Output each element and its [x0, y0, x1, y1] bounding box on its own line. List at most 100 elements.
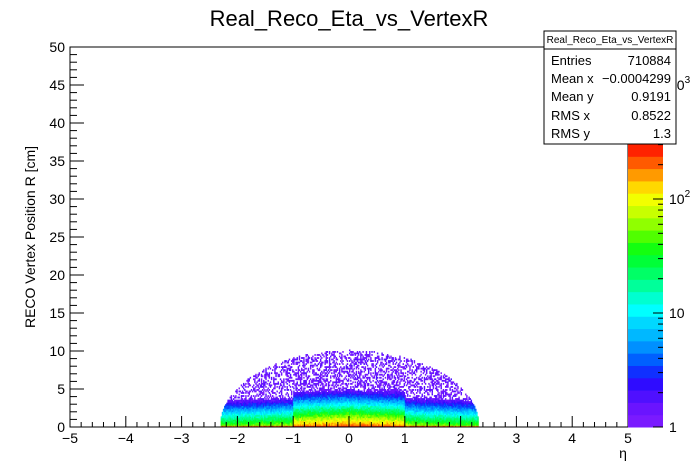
heatmap-cell	[312, 410, 314, 413]
heatmap-cell	[326, 414, 329, 417]
heatmap-cell	[230, 404, 233, 407]
heatmap-cell	[282, 420, 284, 423]
heatmap-cell	[350, 413, 352, 416]
heatmap-cell	[274, 419, 276, 422]
heatmap-cell	[383, 385, 386, 388]
heatmap-cell	[354, 381, 356, 384]
heatmap-cell	[357, 411, 360, 414]
heatmap-cell	[391, 408, 393, 411]
heatmap-cell	[317, 382, 320, 385]
heatmap-cell	[379, 414, 381, 417]
heatmap-cell	[274, 423, 276, 426]
heatmap-cell	[363, 370, 365, 373]
heatmap-cell	[353, 393, 355, 396]
heatmap-cell	[330, 413, 332, 416]
heatmap-cell	[334, 425, 336, 428]
heatmap-cell	[365, 425, 368, 428]
heatmap-cell	[333, 395, 335, 397]
heatmap-cell	[323, 425, 325, 428]
heatmap-cell	[308, 399, 311, 402]
heatmap-cell	[395, 401, 398, 403]
heatmap-cell	[249, 405, 252, 408]
heatmap-cell	[309, 419, 312, 422]
heatmap-cell	[258, 399, 261, 402]
heatmap-cell	[326, 375, 329, 378]
heatmap-cell	[260, 373, 263, 376]
heatmap-cell	[401, 372, 403, 375]
heatmap-cell	[318, 399, 321, 402]
heatmap-cell	[363, 381, 365, 384]
heatmap-cell	[349, 425, 351, 428]
heatmap-cell	[321, 407, 323, 410]
heatmap-cell	[261, 402, 264, 405]
heatmap-cell	[355, 408, 358, 411]
heatmap-cell	[317, 404, 320, 407]
heatmap-cell	[336, 358, 339, 361]
heatmap-cell	[317, 392, 320, 394]
heatmap-cell	[265, 390, 267, 393]
heatmap-cell	[250, 404, 253, 407]
heatmap-cell	[260, 392, 263, 394]
heatmap-cell	[345, 425, 348, 428]
heatmap-cell	[382, 375, 384, 378]
heatmap-cell	[374, 416, 377, 419]
heatmap-cell	[225, 410, 227, 413]
heatmap-cell	[385, 423, 388, 426]
heatmap-cell	[224, 423, 226, 426]
heatmap-cell	[370, 390, 372, 393]
heatmap-cell	[340, 387, 342, 390]
heatmap-cell	[325, 361, 327, 364]
heatmap-cell	[326, 379, 329, 382]
heatmap-cell	[385, 392, 388, 394]
heatmap-cell	[286, 411, 288, 414]
heatmap-cell	[258, 378, 261, 381]
heatmap-cell	[224, 414, 226, 417]
heatmap-cell	[258, 414, 261, 417]
heatmap-cell	[260, 405, 263, 408]
heatmap-cell	[295, 407, 297, 410]
heatmap-cell	[356, 378, 359, 381]
heatmap-cell	[372, 385, 374, 388]
heatmap-cell	[347, 390, 350, 393]
heatmap-cell	[250, 402, 253, 405]
heatmap-cell	[257, 416, 259, 419]
heatmap-cell	[249, 410, 252, 413]
heatmap-cell	[299, 423, 302, 426]
heatmap-cell	[308, 381, 311, 384]
heatmap-cell	[327, 398, 330, 400]
heatmap-cell	[350, 387, 352, 390]
heatmap-cell	[293, 398, 295, 400]
heatmap-cell	[251, 404, 254, 407]
heatmap-cell	[342, 382, 344, 385]
heatmap-cell	[355, 422, 358, 425]
heatmap-cell	[303, 420, 305, 423]
heatmap-cell	[340, 398, 342, 400]
heatmap-cell	[305, 396, 307, 399]
heatmap-cell	[337, 425, 340, 428]
heatmap-cell	[282, 402, 284, 405]
heatmap-cell	[327, 413, 330, 416]
heatmap-cell	[289, 414, 292, 417]
heatmap-cell	[328, 405, 331, 408]
heatmap-cell	[326, 419, 329, 422]
heatmap-cell	[289, 375, 292, 378]
heatmap-cell	[280, 401, 283, 403]
heatmap-cell	[365, 381, 368, 384]
heatmap-cell	[390, 393, 392, 396]
heatmap-cell	[402, 402, 404, 405]
heatmap-cell	[373, 390, 375, 393]
heatmap-cell	[340, 390, 342, 393]
heatmap-cell	[278, 408, 281, 411]
heatmap-cell	[302, 411, 304, 414]
heatmap-cell	[249, 423, 252, 426]
heatmap-cell	[272, 399, 274, 402]
heatmap-cell	[279, 422, 282, 425]
heatmap-cell	[333, 411, 335, 414]
heatmap-cell	[232, 411, 235, 414]
heatmap-cell	[350, 363, 352, 365]
heatmap-cell	[263, 407, 265, 410]
heatmap-cell	[298, 402, 301, 405]
heatmap-cell	[248, 378, 250, 381]
heatmap-cell	[357, 352, 360, 355]
heatmap-cell	[347, 401, 350, 403]
